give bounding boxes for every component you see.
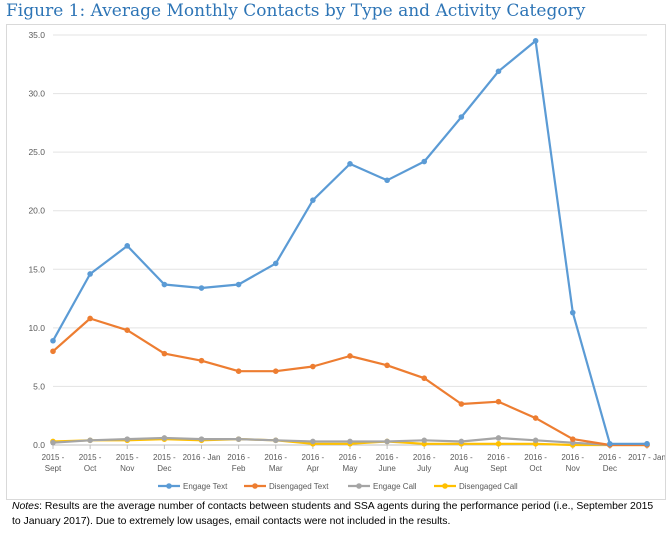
x-tick-label: 2016 - Jan <box>183 453 221 462</box>
data-point-engage-call <box>421 437 428 444</box>
data-point-engage-call <box>272 437 279 444</box>
x-tick-label: 2016 -Dec <box>599 453 622 473</box>
x-tick-label: 2017 - Jan <box>628 453 665 462</box>
x-tick-label: 2015 -Dec <box>153 453 176 473</box>
data-point-disengaged-text <box>532 415 539 421</box>
data-point-engage-text <box>495 68 502 75</box>
data-point-engage-call <box>235 436 242 442</box>
data-point-engage-text <box>347 161 353 167</box>
x-tick-label: 2016 -May <box>339 453 362 473</box>
legend-item-disengaged-call: Disengaged Call <box>434 482 518 491</box>
data-point-disengaged-text <box>87 315 93 322</box>
x-tick-label: 2015 -Sept <box>42 453 65 473</box>
series-lines <box>50 38 650 448</box>
y-tick-label: 10.0 <box>28 323 45 333</box>
y-tick-label: 25.0 <box>28 147 45 157</box>
x-tick-label: 2016 -Feb <box>227 453 250 473</box>
y-tick-label: 0.0 <box>33 440 45 450</box>
legend-marker <box>252 483 258 489</box>
legend-label: Engage Call <box>373 482 417 491</box>
legend-marker <box>442 483 448 489</box>
data-point-engage-call <box>198 436 205 442</box>
y-tick-label: 35.0 <box>28 30 45 40</box>
chart-container: 0.0 5.0 10.0 15.0 20.0 25.0 30.0 35.0 2015 -Sep… <box>6 24 666 500</box>
data-point-disengaged-call <box>495 441 502 447</box>
legend-label: Disengaged Call <box>459 482 518 491</box>
y-axis-ticks: 0.0 5.0 10.0 15.0 20.0 25.0 30.0 35.0 <box>28 30 45 450</box>
data-point-engage-text <box>421 158 428 165</box>
data-point-engage-text <box>161 281 168 288</box>
data-point-disengaged-text <box>50 348 56 355</box>
data-point-engage-text <box>87 271 93 277</box>
x-tick-label: 2015 -Nov <box>116 453 139 473</box>
line-chart: 0.0 5.0 10.0 15.0 20.0 25.0 30.0 35.0 2015 -Sep… <box>28 30 665 491</box>
notes-text: : Results are the average number of cont… <box>12 501 654 527</box>
legend: Engage Text Disengaged Text Engage Call Dis… <box>158 482 518 491</box>
legend-item-disengaged-text: Disengaged Text <box>244 482 329 491</box>
x-tick-label: 2016 -Apr <box>302 453 325 473</box>
data-point-disengaged-text <box>569 436 576 442</box>
data-point-engage-call <box>124 436 131 442</box>
data-point-engage-text <box>458 114 465 120</box>
x-tick-label: 2016 -Aug <box>450 453 473 473</box>
y-tick-label: 30.0 <box>28 89 45 99</box>
data-point-engage-text <box>532 38 539 44</box>
data-point-disengaged-text <box>310 363 316 370</box>
data-point-engage-text <box>310 197 316 203</box>
x-tick-label: 2016 -Sept <box>487 453 510 473</box>
data-point-disengaged-text <box>421 375 428 382</box>
legend-label: Disengaged Text <box>269 482 329 491</box>
data-point-engage-call <box>50 439 56 446</box>
legend-marker <box>166 483 172 489</box>
legend-marker <box>356 483 362 489</box>
x-tick-label: 2016 -Mar <box>264 453 287 473</box>
figure-notes: Notes: Results are the average number of… <box>12 500 664 529</box>
data-point-engage-text <box>50 337 56 344</box>
data-point-disengaged-text <box>495 398 502 405</box>
data-point-disengaged-text <box>272 368 279 375</box>
series-line-engage-text <box>52 39 647 445</box>
data-point-disengaged-text <box>124 327 131 334</box>
x-tick-label: 2016 -Nov <box>561 453 584 473</box>
data-point-disengaged-text <box>384 362 390 369</box>
data-point-engage-call <box>310 438 316 445</box>
data-point-disengaged-text <box>235 368 242 375</box>
data-point-disengaged-text <box>161 350 168 357</box>
x-tick-label: 2016 -June <box>376 453 399 473</box>
data-point-engage-text <box>644 441 650 447</box>
data-point-engage-call <box>347 438 353 445</box>
legend-item-engage-text: Engage Text <box>158 482 228 491</box>
series-line-disengaged-text <box>52 317 647 447</box>
data-point-engage-call <box>458 438 465 445</box>
data-point-engage-call <box>161 435 168 441</box>
notes-label: Notes <box>12 501 40 512</box>
data-point-engage-text <box>124 243 131 249</box>
x-tick-label: 2016 -Oct <box>524 453 547 473</box>
data-point-engage-call <box>495 435 502 441</box>
data-point-engage-text <box>569 309 576 316</box>
legend-label: Engage Text <box>183 482 228 491</box>
legend-item-engage-call: Engage Call <box>348 482 417 491</box>
gridlines <box>53 34 647 446</box>
x-tick-label: 2015 -Oct <box>79 453 102 473</box>
y-tick-label: 5.0 <box>33 381 45 391</box>
data-point-engage-call <box>87 437 93 444</box>
x-axis-ticks: 2015 -Sept 2015 -Oct 2015 -Nov 2015 -Dec 201… <box>42 445 665 473</box>
data-point-disengaged-text <box>347 353 353 359</box>
data-point-engage-text <box>198 285 205 291</box>
data-point-disengaged-text <box>198 357 205 364</box>
data-point-engage-text <box>607 441 613 447</box>
data-point-engage-text <box>235 281 242 288</box>
data-point-disengaged-text <box>458 401 465 407</box>
figure-title: Figure 1: Average Monthly Contacts by Ty… <box>6 1 586 21</box>
y-tick-label: 15.0 <box>28 264 45 274</box>
x-tick-label: 2016 -July <box>413 453 436 473</box>
data-point-engage-text <box>272 260 279 267</box>
y-tick-label: 20.0 <box>28 206 45 216</box>
data-point-engage-call <box>384 438 390 445</box>
data-point-engage-text <box>384 177 390 184</box>
data-point-engage-call <box>532 437 539 444</box>
